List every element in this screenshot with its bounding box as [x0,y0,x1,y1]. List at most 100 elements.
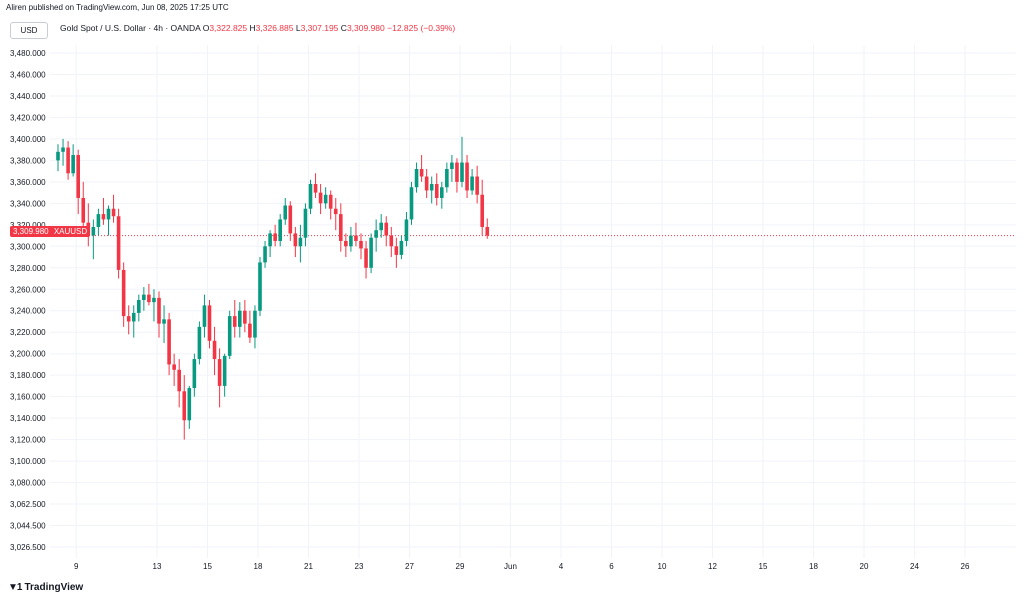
candle [333,197,338,231]
time-tick-label: 29 [456,562,465,571]
price-tick-label: 3,420.000 [10,113,46,122]
candle-body [475,176,479,195]
candle [177,359,181,408]
price-tick-label: 3,440.000 [10,92,46,101]
price-tick-label: 3,240.000 [10,307,46,316]
candle-body [172,364,176,370]
candle [374,219,378,252]
candle [202,294,207,338]
close-value: 3,309.980 [346,23,385,33]
candle-body [142,294,146,300]
candle-body [222,355,227,386]
brand-footer[interactable]: ▼1 TradingView [8,582,83,593]
candle-body [243,310,247,324]
candle-body [323,194,328,204]
candle-body [283,205,288,220]
candle [91,219,96,260]
time-tick-label: 15 [759,562,768,571]
candle [232,300,237,338]
candle-body [399,240,404,255]
candle-body [429,184,434,191]
candle [429,176,434,204]
candle [288,201,293,241]
candle-body [182,391,187,421]
chart-grid [50,45,1016,558]
candle [440,181,444,209]
candle-body [106,208,111,220]
candle [475,165,479,204]
candle [273,224,277,247]
candle-body [440,187,444,198]
candle [328,190,333,220]
candle [248,310,252,343]
candle [253,305,257,349]
candle-body [268,233,272,247]
candle [157,291,161,338]
time-tick-label: 20 [860,562,869,571]
high-label: H [249,23,256,33]
candle [344,233,348,258]
candle-body [303,208,308,238]
candle-body [455,162,459,182]
candle-body [217,359,222,386]
price-tick-label: 3,044.500 [10,522,46,531]
candle [192,353,197,397]
candle [268,230,272,258]
candle [485,218,490,239]
candle-body [434,184,439,198]
candle [147,283,151,306]
candle [131,305,136,338]
candle [167,312,171,376]
candle [258,257,262,317]
candle-body [56,151,60,161]
open-label: O [202,23,210,33]
price-tick-label: 3,380.000 [10,156,46,165]
candle-body [339,214,343,241]
candle [96,208,101,236]
low-value: 3,307.195 [300,23,339,33]
candle-body [66,147,70,174]
candle-body [192,359,197,389]
candle-body [328,194,333,209]
symbol-legend: Gold Spot / U.S. Dollar · 4h · OANDA O3,… [60,23,455,33]
candle-body [318,192,323,204]
candle [364,240,368,279]
candle [56,144,60,172]
price-tick-label: 3,180.000 [10,371,46,380]
candle-body [207,305,212,341]
time-tick-label: 21 [304,562,313,571]
candle [207,300,212,349]
candle-body [354,235,358,241]
price-tick-label: 3,062.500 [10,500,46,509]
candle-body [313,184,318,193]
price-tick-label: 3,200.000 [10,350,46,359]
candle-body [152,297,156,303]
candle [354,222,358,247]
candle [470,168,474,195]
candle-body [470,176,474,191]
candle-body [71,155,75,174]
candle [424,168,429,198]
candle-body [232,316,237,327]
candle [298,224,303,263]
candle-body [116,216,121,270]
candle [137,294,141,322]
candle [121,262,126,327]
currency-button[interactable]: USD [10,22,48,39]
candle [111,194,116,223]
candle [116,208,121,279]
candle [414,162,419,193]
candle [323,187,328,209]
price-tick-label: 3,480.000 [10,49,46,58]
candle [404,211,409,247]
change-value: −12.825 (−0.39%) [387,23,456,33]
candle-body [202,305,207,327]
candle [349,226,353,252]
candle [243,300,247,333]
candle [187,385,192,429]
candle [434,173,439,206]
candle [480,179,484,236]
time-tick-label: 26 [961,562,970,571]
candle-body [384,222,389,236]
